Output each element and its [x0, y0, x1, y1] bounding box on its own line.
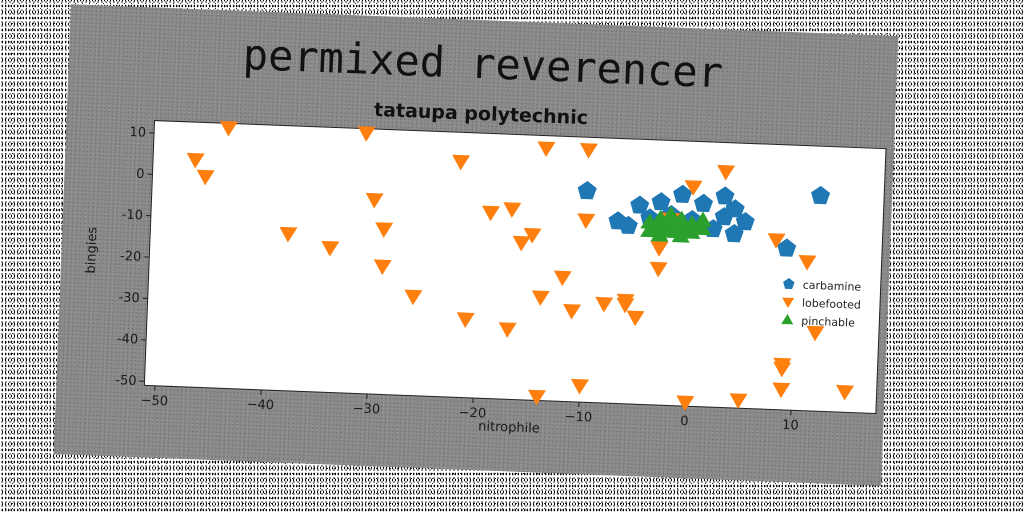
carbamine-point	[811, 185, 831, 205]
pinchable-point	[661, 214, 680, 230]
lobefooted-point	[186, 152, 205, 169]
legend-marker-carbamine	[783, 278, 795, 290]
y-tick-label: -20	[120, 249, 142, 265]
y-tick-label: 10	[129, 125, 146, 141]
lobefooted-point	[375, 222, 394, 238]
carbamine-point	[673, 184, 693, 204]
lobefooted-point	[357, 126, 376, 142]
lobefooted-point	[616, 297, 635, 314]
x-tick-label: −40	[246, 397, 274, 413]
x-tick-label: −50	[140, 393, 168, 409]
lobefooted-point	[649, 261, 668, 278]
x-axis-label: nitrophile	[478, 419, 540, 436]
carbamine-point	[577, 181, 597, 200]
lobefooted-point	[196, 169, 215, 186]
lobefooted-point	[767, 233, 786, 249]
legend: carbamine lobefooted pinchable	[781, 278, 862, 330]
lobefooted-point	[279, 226, 298, 243]
x-tick-label: 0	[680, 414, 689, 429]
legend-label-lobefooted: lobefooted	[802, 297, 861, 312]
pinchable-point	[693, 219, 712, 236]
lobefooted-point	[729, 393, 748, 409]
carbamine-point	[715, 186, 735, 205]
pinchable-point	[640, 213, 659, 230]
carbamine-point	[735, 212, 755, 231]
lobefooted-point	[577, 213, 596, 229]
lobefooted-point	[498, 322, 517, 338]
lobefooted-point	[537, 141, 556, 158]
y-tick-label: -30	[118, 290, 140, 306]
lobefooted-point	[684, 180, 703, 196]
pinchable-point	[661, 222, 680, 239]
x-axis: −50 −40 −30 −20 −10 0 10	[140, 385, 799, 434]
lobefooted-point	[527, 389, 546, 406]
pinchable-point	[661, 205, 680, 222]
chart-card: permixed reverencer tataupa polytechnic …	[53, 4, 899, 486]
lobefooted-point	[553, 270, 572, 287]
lobefooted-point	[365, 192, 384, 209]
pinchable-point	[640, 221, 659, 238]
lobefooted-point	[503, 202, 522, 218]
lobefooted-point	[452, 154, 471, 171]
lobefooted-point	[531, 290, 550, 307]
carbamine-point	[725, 199, 745, 218]
carbamine-point	[693, 193, 714, 213]
plot-area	[143, 120, 887, 414]
pinchable-point	[651, 209, 670, 226]
lobefooted-point	[219, 120, 238, 137]
pinchable-point	[650, 226, 669, 242]
lobefooted-point	[836, 384, 855, 401]
lobefooted-point	[321, 240, 340, 257]
chart-subtitle: tataupa polytechnic	[374, 99, 589, 129]
x-tick-label: 10	[782, 418, 799, 434]
carbamine-point	[630, 195, 650, 214]
legend-marker-lobefooted	[782, 297, 795, 309]
y-tick-label: -40	[117, 332, 139, 348]
lobefooted-point	[626, 310, 645, 327]
lobefooted-point	[482, 205, 501, 222]
lobefooted-point	[570, 378, 589, 395]
x-tick-label: −30	[352, 401, 380, 417]
y-tick-label: 0	[136, 167, 145, 182]
carbamine-point	[651, 192, 671, 211]
lobefooted-point	[512, 235, 531, 252]
carbamine-point	[618, 215, 638, 235]
lobefooted-point	[798, 254, 817, 271]
legend-label-pinchable: pinchable	[801, 315, 855, 330]
x-tick-label: −20	[458, 405, 486, 421]
lobefooted-point	[650, 241, 669, 257]
pinchable-point	[671, 227, 690, 243]
carbamine-point	[777, 238, 797, 257]
y-tick-label: -10	[121, 208, 143, 224]
lobefooted-point	[806, 325, 825, 342]
pinchable-point	[682, 215, 701, 231]
y-tick-label: -50	[115, 373, 137, 389]
x-tick-label: −10	[564, 410, 592, 426]
scatter-chart: permixed reverencer tataupa polytechnic …	[84, 30, 887, 437]
lobefooted-point	[595, 296, 614, 313]
y-axis: 10 0 -10 -20 -30 -40 -50	[115, 125, 155, 389]
lobefooted-point	[456, 312, 475, 328]
lobefooted-point	[717, 164, 736, 181]
pinchable-point	[682, 223, 701, 240]
data-points	[186, 120, 855, 412]
lobefooted-point	[773, 361, 792, 378]
legend-label-carbamine: carbamine	[802, 279, 861, 294]
lobefooted-point	[676, 395, 695, 412]
chart-title: permixed reverencer	[242, 30, 724, 97]
lobefooted-point	[579, 143, 598, 159]
lobefooted-point	[563, 303, 582, 320]
pinchable-point	[650, 218, 669, 234]
pinchable-point	[693, 211, 712, 228]
lobefooted-point	[523, 227, 542, 244]
lobefooted-point	[373, 259, 392, 276]
legend-marker-pinchable	[781, 314, 794, 325]
pinchable-point	[671, 218, 690, 235]
pinchable-point	[672, 210, 691, 227]
lobefooted-point	[404, 289, 423, 306]
y-axis-label: bingies	[84, 226, 101, 274]
lobefooted-point	[772, 382, 791, 399]
